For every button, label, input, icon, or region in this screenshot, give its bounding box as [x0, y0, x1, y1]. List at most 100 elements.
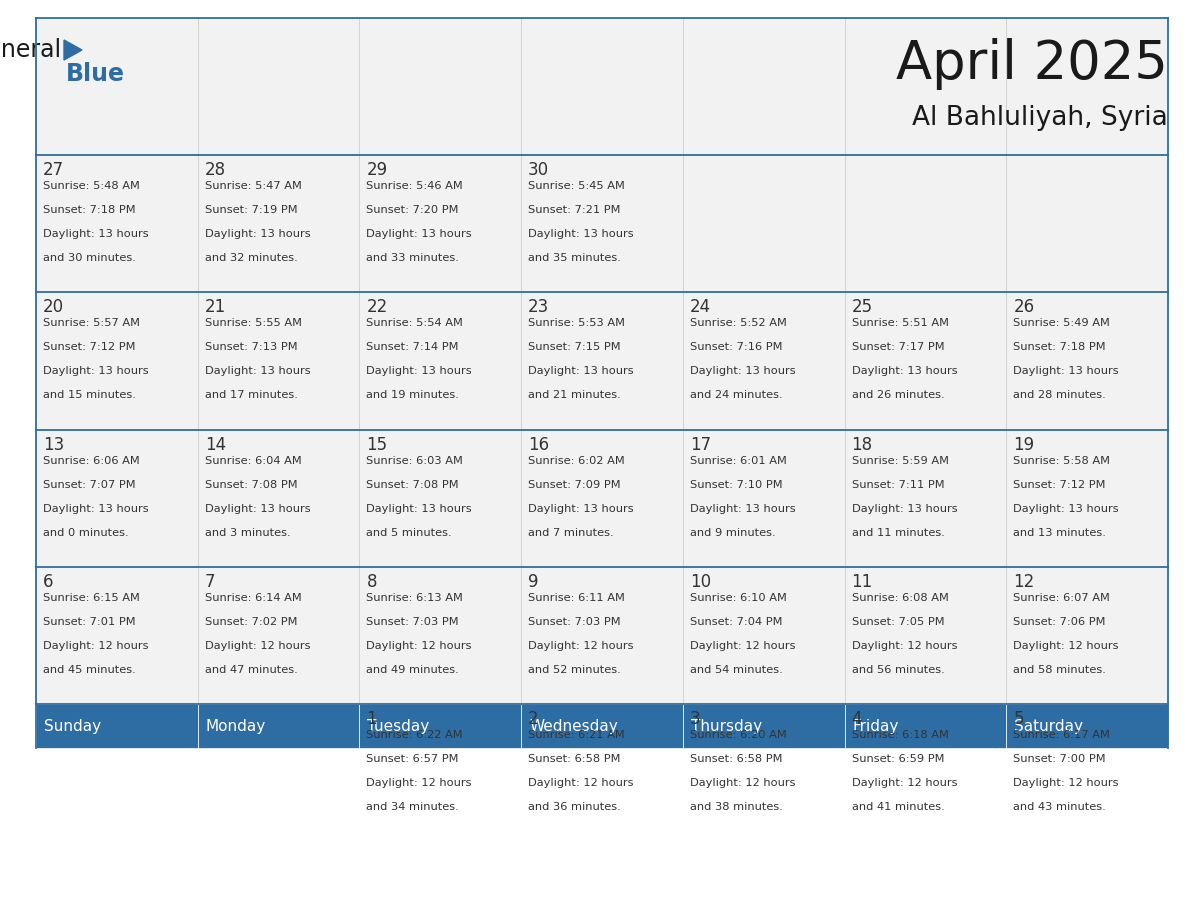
Text: Sunset: 6:57 PM: Sunset: 6:57 PM: [366, 754, 459, 764]
Bar: [845, 704, 1006, 748]
Text: Sunset: 7:08 PM: Sunset: 7:08 PM: [366, 479, 459, 489]
Text: Sunset: 7:18 PM: Sunset: 7:18 PM: [43, 206, 135, 215]
Text: Al Bahluliyah, Syria: Al Bahluliyah, Syria: [912, 105, 1168, 131]
Text: 5: 5: [1013, 710, 1024, 728]
Text: Daylight: 13 hours: Daylight: 13 hours: [366, 504, 472, 513]
Text: 14: 14: [204, 436, 226, 453]
Polygon shape: [64, 40, 82, 60]
Text: 13: 13: [43, 436, 64, 453]
Text: Sunrise: 5:52 AM: Sunrise: 5:52 AM: [690, 319, 786, 329]
Bar: [36, 704, 197, 748]
Text: and 17 minutes.: and 17 minutes.: [204, 390, 297, 400]
Text: 10: 10: [690, 573, 710, 591]
Text: Thursday: Thursday: [691, 719, 762, 733]
Text: Sunrise: 5:54 AM: Sunrise: 5:54 AM: [366, 319, 463, 329]
Text: 2: 2: [529, 710, 539, 728]
Text: Sunrise: 6:03 AM: Sunrise: 6:03 AM: [366, 455, 463, 465]
Text: Daylight: 13 hours: Daylight: 13 hours: [43, 366, 148, 376]
Text: Daylight: 12 hours: Daylight: 12 hours: [529, 641, 633, 651]
Text: Daylight: 13 hours: Daylight: 13 hours: [529, 230, 633, 240]
Text: Sunrise: 6:17 AM: Sunrise: 6:17 AM: [1013, 730, 1110, 740]
Text: and 34 minutes.: and 34 minutes.: [366, 802, 460, 812]
Text: Sunset: 7:02 PM: Sunset: 7:02 PM: [204, 617, 297, 627]
Text: and 49 minutes.: and 49 minutes.: [366, 665, 460, 675]
Text: 28: 28: [204, 162, 226, 179]
Text: Sunrise: 6:06 AM: Sunrise: 6:06 AM: [43, 455, 140, 465]
Text: 30: 30: [529, 162, 549, 179]
Text: Sunrise: 6:15 AM: Sunrise: 6:15 AM: [43, 593, 140, 603]
Text: Sunrise: 5:49 AM: Sunrise: 5:49 AM: [1013, 319, 1110, 329]
Text: April 2025: April 2025: [896, 38, 1168, 90]
Text: and 3 minutes.: and 3 minutes.: [204, 528, 290, 538]
Bar: [522, 704, 683, 748]
Text: Sunset: 7:17 PM: Sunset: 7:17 PM: [852, 342, 944, 353]
Text: 25: 25: [852, 298, 873, 317]
Bar: [36, 566, 1168, 704]
Text: and 7 minutes.: and 7 minutes.: [529, 528, 614, 538]
Text: Sunrise: 5:46 AM: Sunrise: 5:46 AM: [366, 181, 463, 191]
Text: Sunrise: 5:58 AM: Sunrise: 5:58 AM: [1013, 455, 1111, 465]
Text: Sunrise: 5:55 AM: Sunrise: 5:55 AM: [204, 319, 302, 329]
Text: 1: 1: [366, 710, 377, 728]
Text: Sunset: 7:19 PM: Sunset: 7:19 PM: [204, 206, 297, 215]
Text: Sunrise: 5:57 AM: Sunrise: 5:57 AM: [43, 319, 140, 329]
Text: Sunrise: 5:59 AM: Sunrise: 5:59 AM: [852, 455, 948, 465]
Text: and 9 minutes.: and 9 minutes.: [690, 528, 776, 538]
Text: Daylight: 12 hours: Daylight: 12 hours: [366, 778, 472, 788]
Text: Daylight: 12 hours: Daylight: 12 hours: [204, 641, 310, 651]
Text: Daylight: 13 hours: Daylight: 13 hours: [366, 230, 472, 240]
Text: and 52 minutes.: and 52 minutes.: [529, 665, 621, 675]
Text: and 58 minutes.: and 58 minutes.: [1013, 665, 1106, 675]
Text: Sunset: 7:20 PM: Sunset: 7:20 PM: [366, 206, 459, 215]
Text: Daylight: 13 hours: Daylight: 13 hours: [1013, 366, 1119, 376]
Text: Sunset: 7:06 PM: Sunset: 7:06 PM: [1013, 617, 1106, 627]
Text: Daylight: 13 hours: Daylight: 13 hours: [366, 366, 472, 376]
Text: Sunset: 7:15 PM: Sunset: 7:15 PM: [529, 342, 621, 353]
Text: Sunset: 7:00 PM: Sunset: 7:00 PM: [1013, 754, 1106, 764]
Text: Daylight: 12 hours: Daylight: 12 hours: [1013, 778, 1119, 788]
Text: Sunrise: 6:07 AM: Sunrise: 6:07 AM: [1013, 593, 1110, 603]
Text: and 26 minutes.: and 26 minutes.: [852, 390, 944, 400]
Text: Sunset: 7:10 PM: Sunset: 7:10 PM: [690, 479, 783, 489]
Text: Sunset: 7:18 PM: Sunset: 7:18 PM: [1013, 342, 1106, 353]
Text: and 32 minutes.: and 32 minutes.: [204, 253, 297, 263]
Text: Daylight: 13 hours: Daylight: 13 hours: [204, 366, 310, 376]
Text: Sunrise: 6:02 AM: Sunrise: 6:02 AM: [529, 455, 625, 465]
Text: 22: 22: [366, 298, 387, 317]
Bar: [36, 18, 1168, 155]
Text: Daylight: 12 hours: Daylight: 12 hours: [852, 641, 958, 651]
Text: and 24 minutes.: and 24 minutes.: [690, 390, 783, 400]
Text: 20: 20: [43, 298, 64, 317]
Text: 11: 11: [852, 573, 873, 591]
Text: Daylight: 13 hours: Daylight: 13 hours: [852, 366, 958, 376]
Text: 21: 21: [204, 298, 226, 317]
Text: and 38 minutes.: and 38 minutes.: [690, 802, 783, 812]
Text: Sunset: 7:03 PM: Sunset: 7:03 PM: [529, 617, 621, 627]
Text: Daylight: 13 hours: Daylight: 13 hours: [690, 366, 796, 376]
Text: Sunset: 7:13 PM: Sunset: 7:13 PM: [204, 342, 297, 353]
Text: and 45 minutes.: and 45 minutes.: [43, 665, 135, 675]
Text: Sunrise: 6:01 AM: Sunrise: 6:01 AM: [690, 455, 786, 465]
Text: Sunrise: 6:22 AM: Sunrise: 6:22 AM: [366, 730, 463, 740]
Text: Daylight: 13 hours: Daylight: 13 hours: [852, 504, 958, 513]
Text: Sunset: 7:04 PM: Sunset: 7:04 PM: [690, 617, 783, 627]
Text: Sunset: 7:12 PM: Sunset: 7:12 PM: [43, 342, 135, 353]
Text: and 36 minutes.: and 36 minutes.: [529, 802, 621, 812]
Text: Sunset: 7:05 PM: Sunset: 7:05 PM: [852, 617, 944, 627]
Text: 19: 19: [1013, 436, 1035, 453]
Bar: [197, 704, 360, 748]
Text: Sunset: 6:58 PM: Sunset: 6:58 PM: [690, 754, 783, 764]
Text: Sunrise: 6:21 AM: Sunrise: 6:21 AM: [529, 730, 625, 740]
Text: Daylight: 13 hours: Daylight: 13 hours: [43, 504, 148, 513]
Text: Sunrise: 6:11 AM: Sunrise: 6:11 AM: [529, 593, 625, 603]
Text: Sunrise: 5:48 AM: Sunrise: 5:48 AM: [43, 181, 140, 191]
Text: Sunrise: 5:51 AM: Sunrise: 5:51 AM: [852, 319, 948, 329]
Text: and 21 minutes.: and 21 minutes.: [529, 390, 621, 400]
Text: 12: 12: [1013, 573, 1035, 591]
Text: Sunrise: 6:08 AM: Sunrise: 6:08 AM: [852, 593, 948, 603]
Text: Daylight: 12 hours: Daylight: 12 hours: [690, 778, 795, 788]
Text: Sunrise: 5:53 AM: Sunrise: 5:53 AM: [529, 319, 625, 329]
Text: Saturday: Saturday: [1015, 719, 1083, 733]
Text: Sunset: 7:14 PM: Sunset: 7:14 PM: [366, 342, 459, 353]
Text: Sunrise: 5:45 AM: Sunrise: 5:45 AM: [529, 181, 625, 191]
